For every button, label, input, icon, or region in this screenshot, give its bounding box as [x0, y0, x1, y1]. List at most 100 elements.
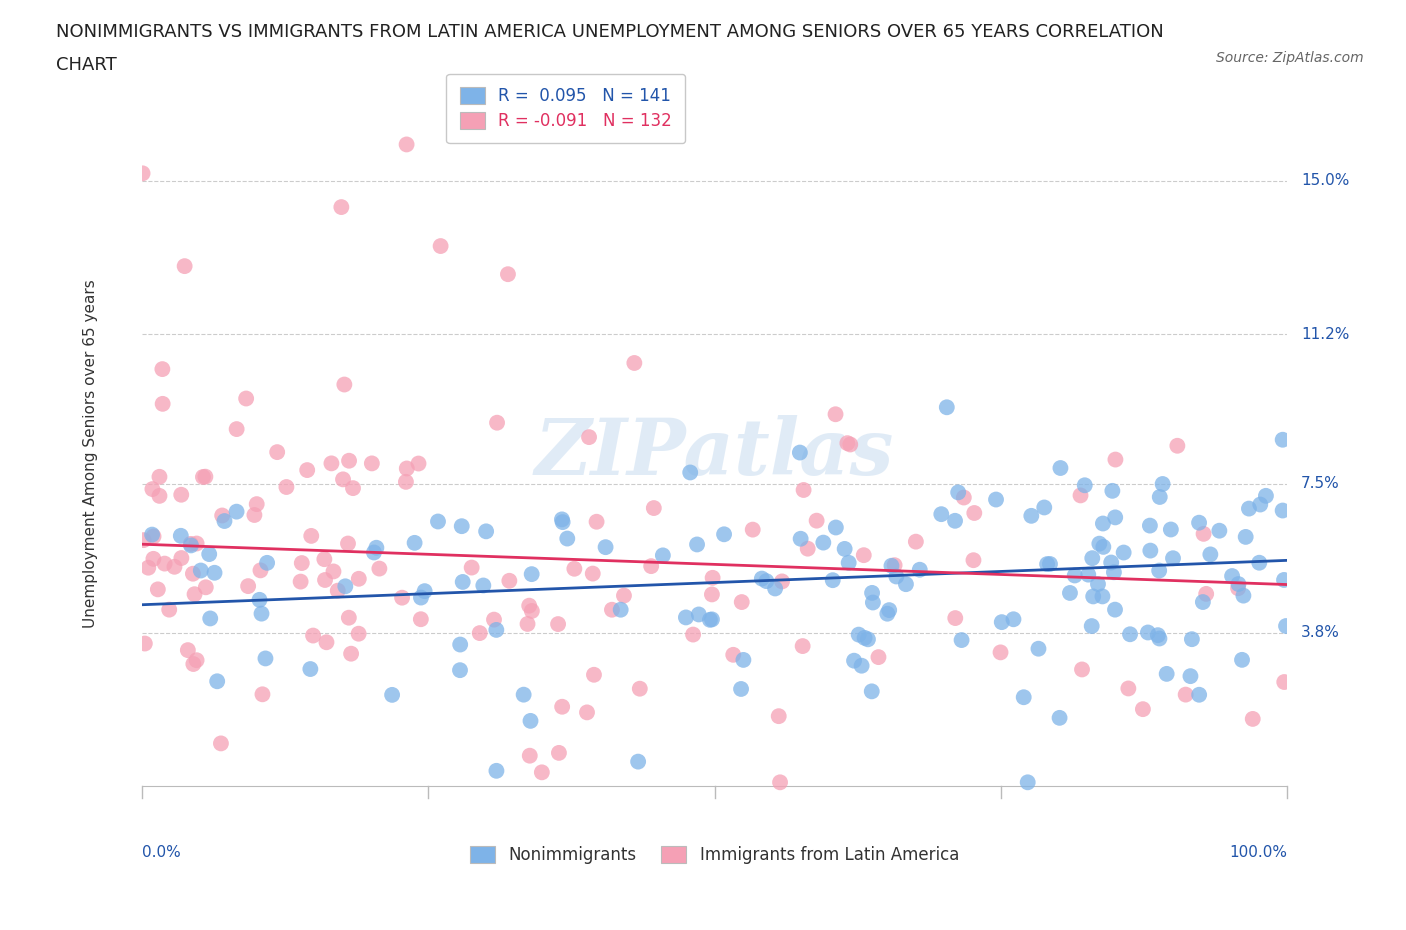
Point [290, 574, 312, 589]
Point [730, 682, 752, 697]
Point [1077, 567, 1099, 582]
Point [1081, 551, 1104, 565]
Point [643, 500, 665, 515]
Point [806, 513, 828, 528]
Point [451, 575, 474, 590]
Point [276, 480, 298, 495]
Point [990, 615, 1012, 630]
Point [427, 514, 450, 529]
Point [214, 513, 236, 528]
Point [191, 470, 214, 485]
Point [628, 682, 651, 697]
Point [302, 628, 325, 643]
Point [1188, 687, 1211, 702]
Point [768, 709, 790, 724]
Point [163, 559, 186, 574]
Point [1234, 529, 1257, 544]
Point [1227, 577, 1250, 591]
Point [516, 617, 538, 631]
Point [1271, 503, 1294, 518]
Point [564, 562, 586, 577]
Point [1092, 539, 1115, 554]
Point [1088, 537, 1111, 551]
Point [990, 644, 1012, 659]
Point [880, 558, 903, 573]
Point [299, 528, 322, 543]
Point [700, 612, 723, 627]
Point [395, 137, 418, 152]
Point [1101, 484, 1123, 498]
Point [1149, 489, 1171, 504]
Point [148, 470, 170, 485]
Point [963, 506, 986, 521]
Point [173, 259, 195, 273]
Text: CHART: CHART [56, 56, 117, 73]
Point [429, 239, 451, 254]
Point [576, 705, 599, 720]
Point [609, 603, 631, 618]
Point [935, 400, 957, 415]
Point [468, 626, 491, 641]
Point [141, 482, 163, 497]
Point [1132, 702, 1154, 717]
Point [1152, 476, 1174, 491]
Point [136, 560, 159, 575]
Point [860, 684, 883, 698]
Point [198, 547, 221, 562]
Point [235, 392, 257, 406]
Point [824, 406, 846, 421]
Point [249, 592, 271, 607]
Point [225, 504, 247, 519]
Point [299, 661, 322, 676]
Point [600, 603, 623, 618]
Text: NONIMMIGRANTS VS IMMIGRANTS FROM LATIN AMERICA UNEMPLOYMENT AMONG SENIORS OVER 6: NONIMMIGRANTS VS IMMIGRANTS FROM LATIN A… [56, 23, 1164, 41]
Point [1208, 524, 1230, 538]
Point [862, 595, 884, 610]
Point [1188, 515, 1211, 530]
Point [651, 548, 673, 563]
Point [408, 456, 430, 471]
Point [640, 559, 662, 574]
Point [1063, 568, 1085, 583]
Point [1119, 627, 1142, 642]
Point [181, 566, 204, 581]
Point [512, 687, 534, 702]
Point [950, 632, 973, 647]
Point [256, 555, 278, 570]
Point [330, 200, 353, 215]
Point [131, 166, 153, 180]
Point [796, 541, 818, 556]
Point [946, 485, 969, 499]
Point [1249, 498, 1271, 512]
Text: ZIPatlas: ZIPatlas [534, 415, 894, 492]
Point [755, 574, 778, 589]
Point [1192, 526, 1215, 541]
Point [314, 573, 336, 588]
Point [404, 536, 426, 551]
Point [1049, 711, 1071, 725]
Point [627, 754, 650, 769]
Point [170, 487, 193, 502]
Point [582, 566, 605, 581]
Point [1237, 501, 1260, 516]
Point [475, 524, 498, 538]
Point [360, 456, 382, 471]
Point [1192, 594, 1215, 609]
Point [1102, 565, 1125, 579]
Point [1104, 603, 1126, 618]
Point [157, 603, 180, 618]
Point [848, 627, 870, 642]
Point [520, 604, 543, 618]
Point [326, 583, 349, 598]
Point [700, 587, 723, 602]
Point [148, 488, 170, 503]
Point [194, 580, 217, 595]
Point [395, 461, 418, 476]
Point [1099, 555, 1122, 570]
Point [295, 462, 318, 477]
Point [337, 453, 360, 468]
Point [1087, 577, 1109, 591]
Point [342, 481, 364, 496]
Point [460, 560, 482, 575]
Point [243, 508, 266, 523]
